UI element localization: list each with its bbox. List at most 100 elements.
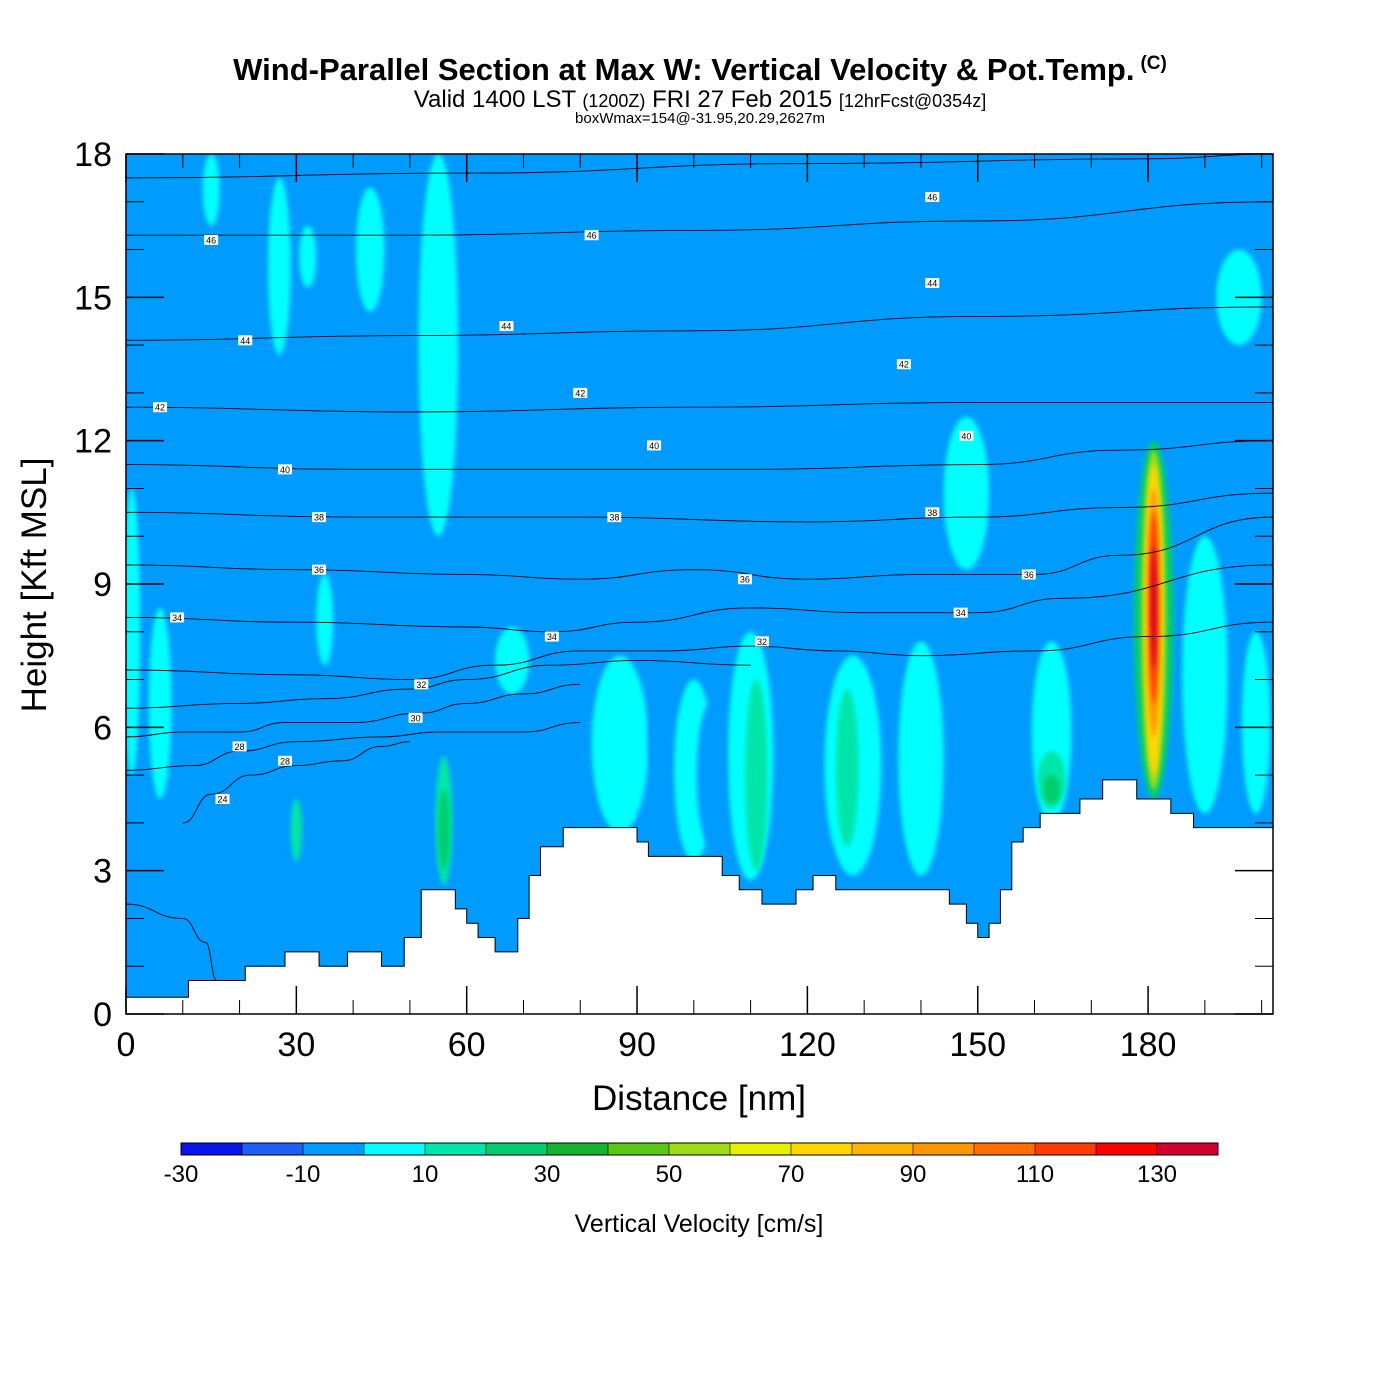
forecast-info: [12hrFcst@0354z]	[838, 91, 987, 111]
isentrope-label-6: 42	[153, 402, 168, 413]
chart-title: Wind-Parallel Section at Max W: Vertical…	[0, 52, 1400, 88]
isentrope-label-text: 30	[411, 713, 421, 723]
isentrope-label-text: 34	[547, 632, 557, 642]
isentrope-label-14: 38	[925, 507, 940, 518]
colorbar-frame	[180, 1142, 1219, 1156]
colorbar-swatch-16	[1157, 1143, 1219, 1155]
isentrope-labels: 46 46 46 44 44 44 42 42 42 40 40 40 38 38 38 36 36 36 34 34…	[153, 192, 1036, 805]
velocity-cell-13	[898, 641, 944, 876]
velocity-cell-20	[744, 679, 768, 871]
isentrope-label-26: 24	[215, 794, 230, 805]
colorbar-swatch-1	[242, 1143, 304, 1155]
isentrope-label-text: 40	[961, 431, 971, 441]
isentrope-26-0	[126, 903, 218, 982]
velocity-cell-9	[591, 655, 649, 833]
colorbar-swatch-2	[303, 1143, 365, 1155]
y-tick-label: 9	[93, 566, 112, 604]
isentrope-label-0: 46	[204, 235, 219, 246]
colorbar-swatch-13	[974, 1143, 1036, 1155]
isentrope-label-17: 36	[1021, 569, 1036, 580]
velocity-cell-1	[148, 607, 172, 799]
isentrope-32-5	[126, 621, 1273, 681]
isentrope-label-25: 28	[277, 755, 292, 766]
terrain-mask	[125, 779, 1274, 1015]
isentrope-label-text: 46	[206, 236, 216, 246]
velocity-cell-24	[438, 789, 450, 871]
isentrope-label-16: 36	[737, 574, 752, 585]
isentrope-label-text: 32	[416, 680, 426, 690]
colorbar-swatch-11	[852, 1143, 914, 1155]
colorbar-tick-label: 90	[900, 1161, 927, 1188]
velocity-cell-23	[290, 799, 303, 862]
velocity-cell-33	[648, 703, 660, 766]
valid-time-line: Valid 1400 LST (1200Z) FRI 27 Feb 2015 […	[0, 86, 1400, 114]
y-tick-label: 3	[93, 853, 112, 891]
colorbar-swatch-6	[547, 1143, 609, 1155]
isentrope-label-19: 34	[544, 631, 559, 642]
isentrope-label-text: 34	[956, 608, 966, 618]
isentrope-label-7: 42	[573, 387, 588, 398]
valid-utc: (1200Z)	[582, 91, 646, 111]
isentrope-label-15: 36	[312, 564, 327, 575]
isentrope-label-text: 34	[172, 613, 182, 623]
y-tick-label: 12	[74, 423, 112, 461]
isentrope-label-11: 40	[959, 430, 974, 441]
isentrope-36-7	[126, 516, 1273, 580]
isentrope-label-20: 34	[953, 607, 968, 618]
x-tick-label: 90	[618, 1026, 656, 1064]
velocity-cell-27	[696, 703, 726, 847]
colorbar-swatch-8	[669, 1143, 731, 1155]
isentrope-label-13: 38	[607, 512, 622, 523]
isentrope-42-10	[126, 401, 1273, 413]
velocity-cell-32	[185, 799, 203, 871]
velocity-cell-31	[267, 813, 280, 890]
isentrope-label-text: 42	[155, 403, 165, 413]
colorbar-tick-label: 50	[656, 1161, 683, 1188]
colorbar-swatch-7	[608, 1143, 670, 1155]
isentrope-30-4	[126, 659, 751, 709]
velocity-cell-2	[202, 154, 220, 226]
isentrope-label-9: 40	[277, 464, 292, 475]
isentrope-label-4: 44	[499, 321, 514, 332]
isentrope-label-22: 32	[754, 636, 769, 647]
copyright-mark: (C)	[1140, 52, 1167, 74]
valid-prefix: Valid 1400 LST	[413, 86, 576, 113]
isentrope-label-text: 36	[1024, 570, 1034, 580]
isentrope-28-3	[126, 683, 581, 738]
colorbar-tick-label: -30	[164, 1161, 199, 1188]
y-tick-label: 6	[93, 709, 112, 747]
isentrope-label-text: 44	[927, 279, 937, 289]
isentrope-label-24: 28	[232, 741, 247, 752]
velocity-cell-14	[943, 416, 990, 570]
y-tick-label: 0	[93, 996, 112, 1034]
isentrope-contours	[126, 154, 1273, 982]
isentrope-26-2	[126, 722, 581, 771]
isentrope-label-5: 44	[925, 278, 940, 289]
isentrope-label-2: 46	[925, 192, 940, 203]
isentrope-label-text: 44	[240, 336, 250, 346]
isentrope-label-text: 44	[501, 322, 511, 332]
x-tick-label: 180	[1120, 1026, 1177, 1064]
velocity-cell-5	[355, 187, 385, 312]
colorbar-tick-label: 130	[1137, 1161, 1177, 1188]
colorbar-swatch-5	[486, 1143, 548, 1155]
colorbar-swatch-10	[791, 1143, 853, 1155]
colorbar-swatch-12	[913, 1143, 975, 1155]
isentrope-label-text: 40	[649, 441, 659, 451]
colorbar-swatch-14	[1035, 1143, 1097, 1155]
velocity-cell-39	[1151, 545, 1157, 671]
isentrope-label-text: 28	[280, 756, 290, 766]
isentrope-label-10: 40	[647, 440, 662, 451]
velocity-cell-28	[781, 689, 811, 876]
isentrope-label-text: 42	[899, 360, 909, 370]
isentrope-label-1: 46	[584, 230, 599, 241]
isentrope-label-text: 24	[218, 795, 228, 805]
isentrope-label-text: 28	[235, 742, 245, 752]
isentrope-label-text: 46	[927, 193, 937, 203]
isentrope-label-text: 42	[575, 388, 585, 398]
isentrope-label-text: 36	[740, 575, 750, 585]
isentrope-label-23: 30	[408, 712, 423, 723]
x-tick-label: 30	[277, 1026, 315, 1064]
velocity-cell-26	[540, 650, 564, 776]
